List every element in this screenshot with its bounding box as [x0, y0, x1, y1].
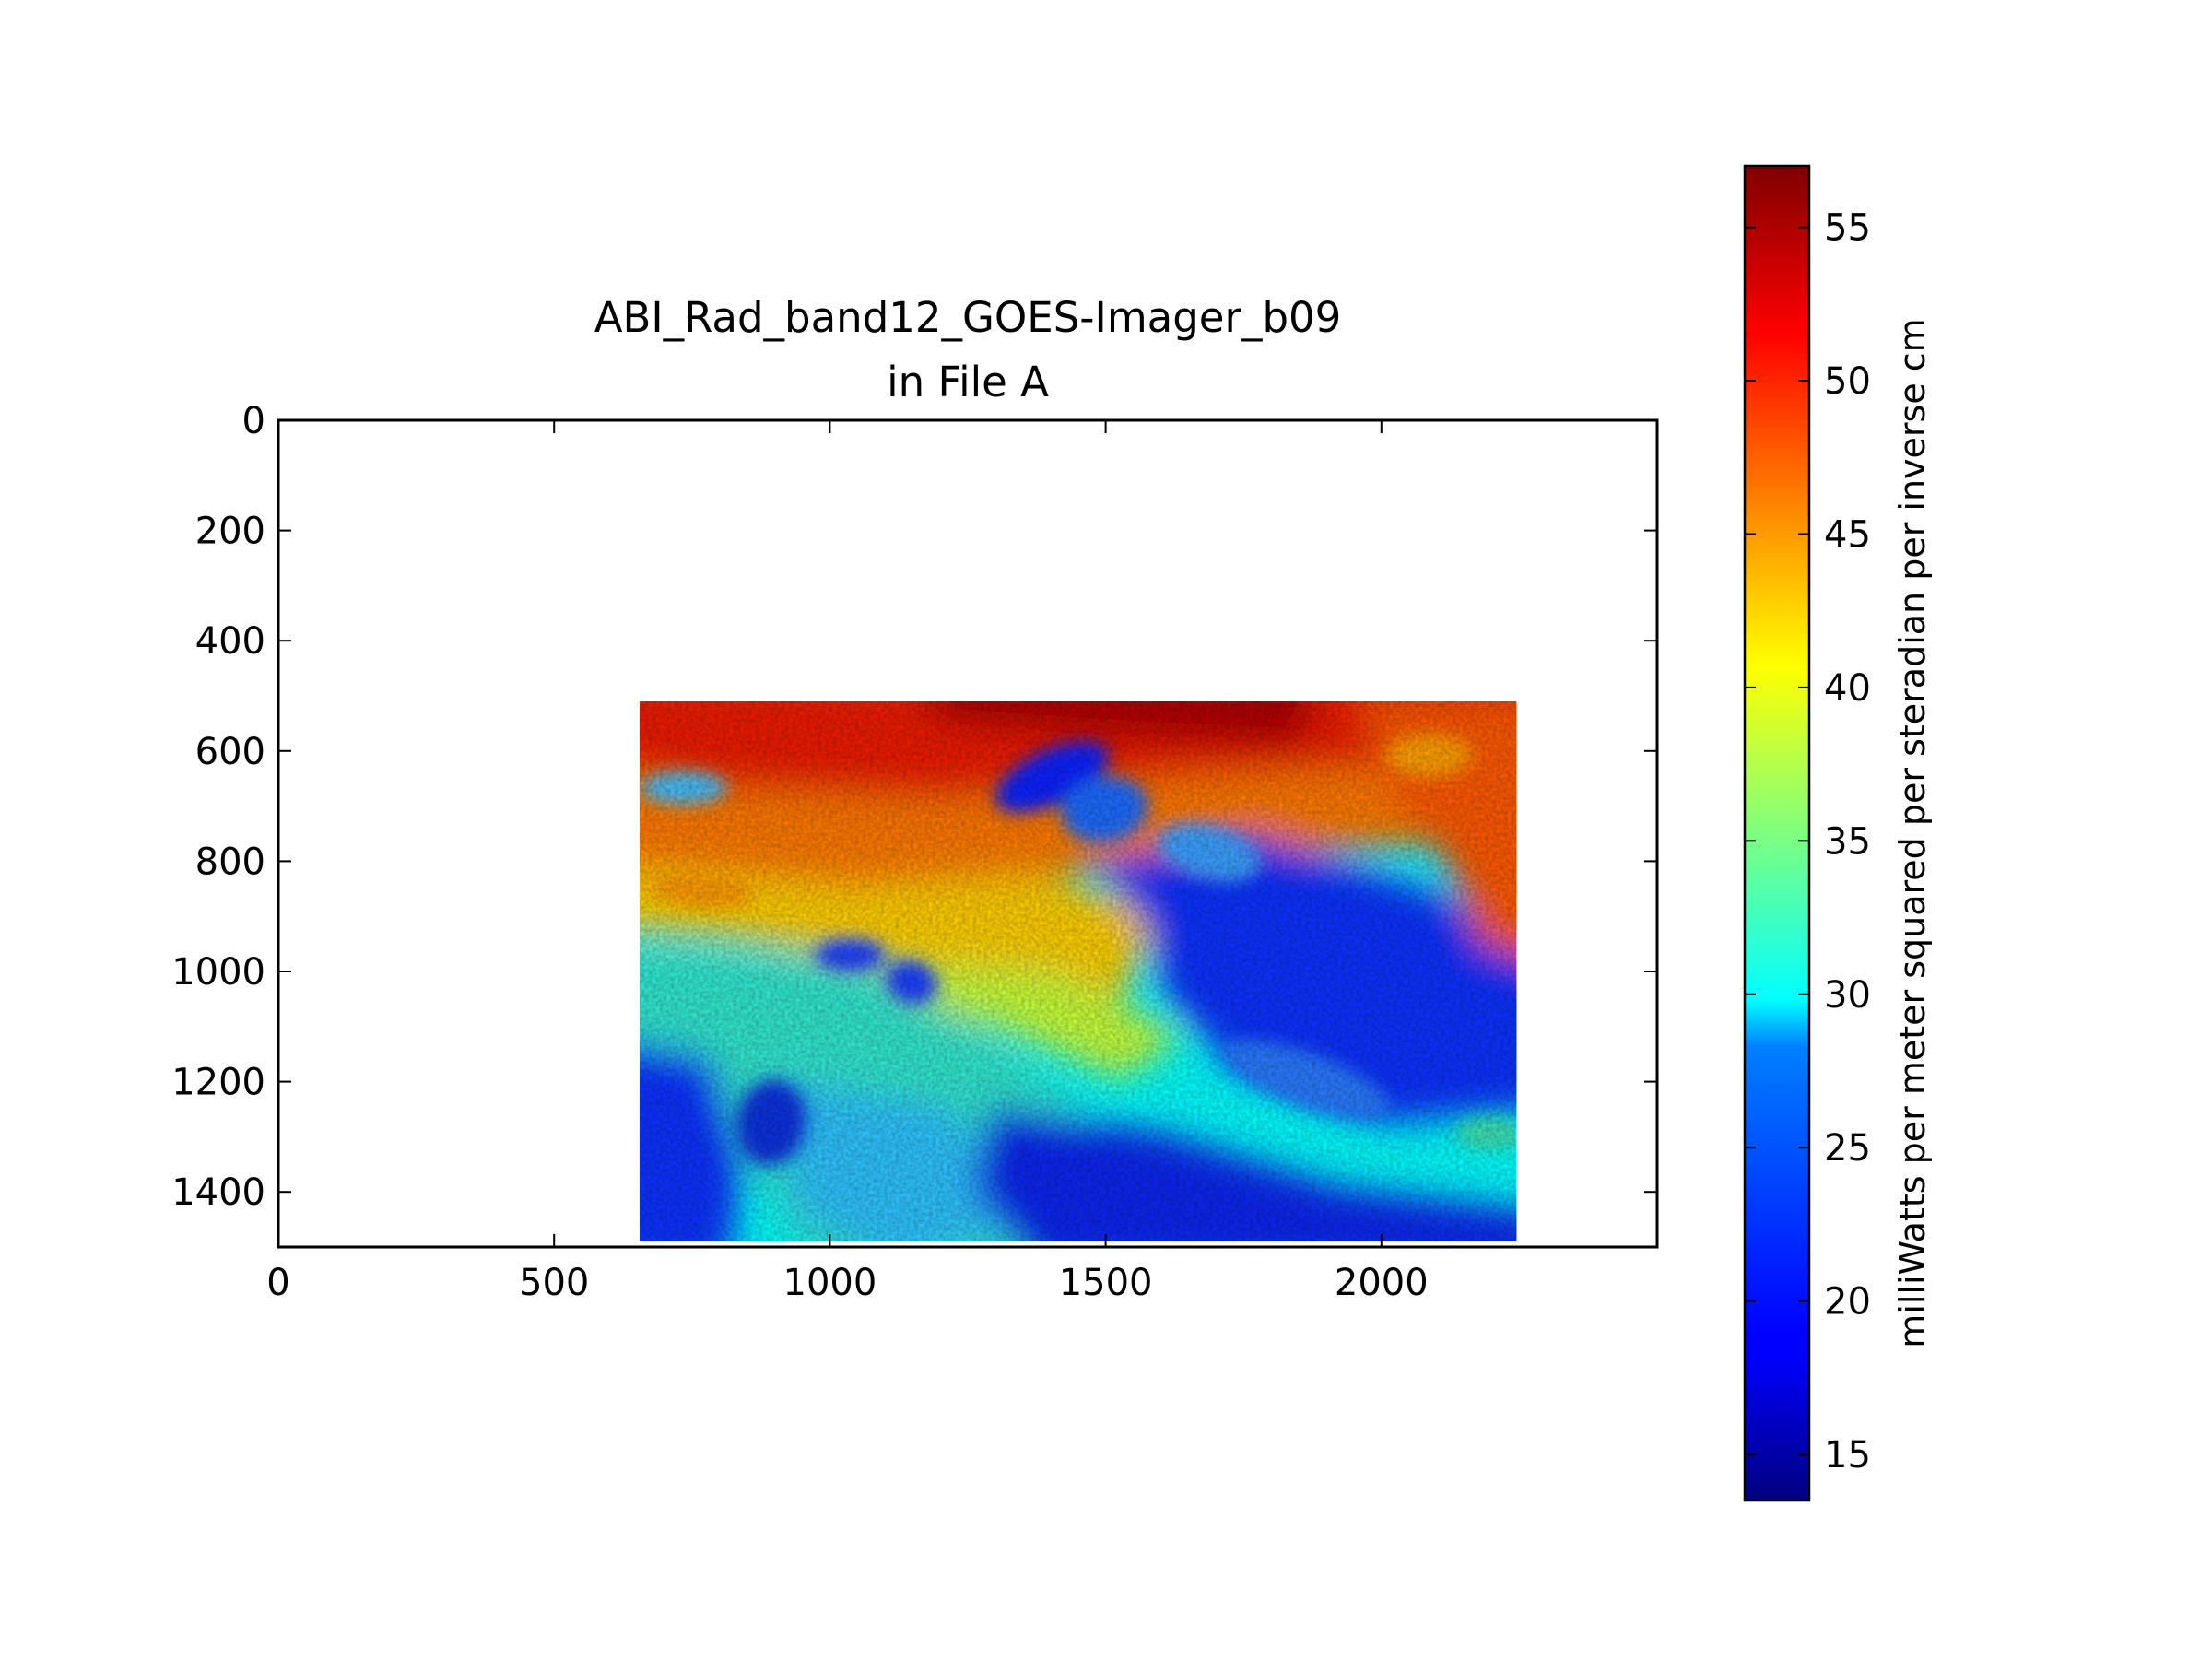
x-tick-label: 0 [266, 1262, 289, 1304]
y-tick-label: 1200 [171, 1062, 265, 1104]
colorbar-tick-label: 50 [1824, 360, 1871, 403]
colorbar-tick-label: 30 [1824, 974, 1871, 1017]
x-tick-label: 1000 [783, 1262, 877, 1304]
colorbar-label: milliWatts per meter squared per steradi… [1892, 318, 1933, 1347]
x-tick-label: 2000 [1335, 1262, 1429, 1304]
colorbar-tick-label: 55 [1824, 207, 1871, 250]
y-tick-label: 400 [195, 620, 265, 663]
colorbar-tick-label: 35 [1824, 820, 1871, 863]
colorbar-tick-label: 20 [1824, 1281, 1871, 1324]
chart-title-line1: ABI_Rad_band12_GOES-Imager_b09 [594, 293, 1342, 342]
y-tick-label: 600 [195, 731, 265, 773]
chart-title-line2: in File A [887, 358, 1049, 406]
colorbar-ticks: 15 20 25 30 35 40 45 50 55 [1745, 207, 1871, 1477]
y-tick-label: 200 [195, 511, 265, 553]
y-tick-label: 800 [195, 841, 265, 883]
y-tick-label: 0 [242, 400, 265, 442]
plot-axes: 0 500 1000 1500 2000 0 200 400 600 800 1000 1200 140… [171, 400, 1659, 1304]
heatmap-image [639, 700, 1517, 1242]
colorbar-tick-label: 25 [1824, 1127, 1871, 1170]
y-tick-label: 1000 [171, 951, 265, 994]
y-tick-label: 1400 [171, 1171, 265, 1214]
colorbar-tick-label: 40 [1824, 667, 1871, 710]
heatmap-texture [639, 700, 1517, 1242]
axes-frame [276, 418, 1659, 1249]
colorbar-tick-label: 15 [1824, 1434, 1871, 1477]
colorbar [1743, 164, 1811, 1502]
x-tick-label: 1500 [1059, 1262, 1153, 1304]
x-tick-label: 500 [519, 1262, 589, 1304]
colorbar-tick-label: 45 [1824, 513, 1871, 556]
